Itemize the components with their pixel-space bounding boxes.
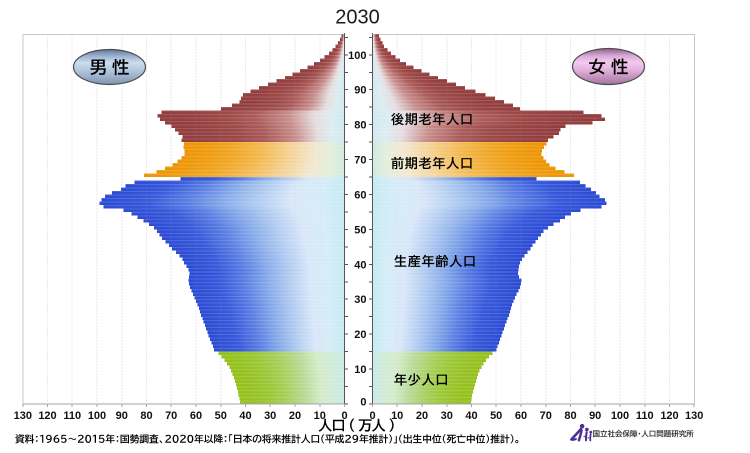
svg-text:70: 70 <box>540 410 552 422</box>
svg-text:50: 50 <box>354 224 366 236</box>
svg-text:60: 60 <box>190 410 202 422</box>
svg-text:120: 120 <box>38 410 56 422</box>
svg-text:0: 0 <box>341 410 347 422</box>
svg-text:0: 0 <box>360 397 366 409</box>
svg-text:70: 70 <box>165 410 177 422</box>
svg-text:20: 20 <box>354 329 366 341</box>
svg-text:120: 120 <box>660 410 678 422</box>
svg-text:100: 100 <box>611 410 629 422</box>
svg-text:90: 90 <box>354 85 366 97</box>
svg-text:0: 0 <box>369 410 375 422</box>
svg-text:2030: 2030 <box>335 7 380 29</box>
svg-text:60: 60 <box>354 190 366 202</box>
svg-text:100: 100 <box>88 410 106 422</box>
svg-text:40: 40 <box>465 410 477 422</box>
svg-text:80: 80 <box>354 120 366 132</box>
svg-text:70: 70 <box>354 155 366 167</box>
svg-text:10: 10 <box>314 410 326 422</box>
svg-text:90: 90 <box>116 410 128 422</box>
svg-text:100: 100 <box>348 50 366 62</box>
svg-text:110: 110 <box>636 410 654 422</box>
svg-text:130: 130 <box>685 410 703 422</box>
svg-text:20: 20 <box>416 410 428 422</box>
svg-text:50: 50 <box>215 410 227 422</box>
svg-text:10: 10 <box>354 364 366 376</box>
svg-text:30: 30 <box>354 294 366 306</box>
svg-text:20: 20 <box>289 410 301 422</box>
svg-text:40: 40 <box>239 410 251 422</box>
svg-text:30: 30 <box>441 410 453 422</box>
svg-text:40: 40 <box>354 259 366 271</box>
svg-text:10: 10 <box>391 410 403 422</box>
svg-text:50: 50 <box>490 410 502 422</box>
svg-text:60: 60 <box>515 410 527 422</box>
svg-text:80: 80 <box>140 410 152 422</box>
svg-text:90: 90 <box>589 410 601 422</box>
svg-text:30: 30 <box>264 410 276 422</box>
svg-text:80: 80 <box>564 410 576 422</box>
svg-text:110: 110 <box>63 410 81 422</box>
svg-text:130: 130 <box>14 410 32 422</box>
